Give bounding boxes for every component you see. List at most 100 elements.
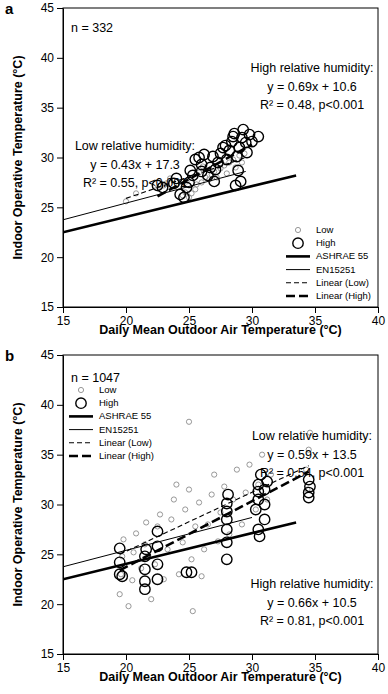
tick-label: 40 xyxy=(372,314,386,328)
tick-label: 15 xyxy=(57,314,71,328)
tick: 40 xyxy=(372,654,386,675)
annotation: High relative humidity: xyxy=(251,577,374,591)
y-axis-title: Indoor Operative Temperature (°C) xyxy=(11,402,25,606)
tick-label: 30 xyxy=(41,151,55,165)
point xyxy=(209,492,214,497)
y-axis: 15202530354045 xyxy=(41,1,64,314)
point xyxy=(165,547,170,552)
panel-label: b xyxy=(5,347,14,364)
point xyxy=(222,554,232,564)
point xyxy=(259,452,264,457)
tick: 20 xyxy=(41,598,63,612)
tick: 15 xyxy=(41,647,63,661)
series-line xyxy=(63,175,296,232)
legend-symbol xyxy=(286,255,310,258)
tick: 15 xyxy=(57,307,71,328)
point xyxy=(140,576,150,586)
tick-mark xyxy=(57,455,63,456)
legend-symbol xyxy=(69,429,93,430)
tick-mark xyxy=(57,405,63,406)
tick-mark xyxy=(57,8,63,9)
panel: 15202530354015202530354045aDaily Mean Ou… xyxy=(5,0,385,337)
point xyxy=(130,578,135,583)
tick: 15 xyxy=(41,300,63,314)
tick: 45 xyxy=(41,1,63,15)
point xyxy=(193,187,198,192)
x-axis-title: Daily Mean Outdoor Air Temperature (°C) xyxy=(99,323,342,337)
tick-mark xyxy=(189,654,190,660)
tick: 40 xyxy=(372,307,386,328)
legend-symbol xyxy=(286,295,310,298)
point xyxy=(224,171,229,176)
tick-mark xyxy=(57,108,63,109)
plot-frame xyxy=(63,8,378,307)
annotation: n = 1047 xyxy=(71,371,120,385)
tick: 25 xyxy=(41,548,63,562)
point xyxy=(152,526,162,536)
tick-mark xyxy=(57,207,63,208)
point xyxy=(152,574,162,584)
legend-symbol xyxy=(69,415,93,418)
tick-mark xyxy=(252,307,253,313)
annotation: y = 0.59x + 13.5 xyxy=(267,448,357,462)
point xyxy=(209,176,219,186)
tick-mark xyxy=(315,654,316,660)
point xyxy=(131,550,136,555)
tick-label: 40 xyxy=(41,398,55,412)
legend-symbol xyxy=(295,227,300,232)
point xyxy=(117,571,127,581)
legend-label: ASHRAE 55 xyxy=(316,250,368,261)
legend-label: Linear (High) xyxy=(99,450,154,461)
point xyxy=(157,512,162,517)
tick: 35 xyxy=(41,101,63,115)
tick-mark xyxy=(57,158,63,159)
tick-label: 15 xyxy=(41,647,55,661)
point xyxy=(222,524,232,534)
legend-label: High xyxy=(99,397,119,408)
series-line xyxy=(120,472,309,571)
data-layer xyxy=(63,124,296,232)
series-line xyxy=(63,517,252,566)
point xyxy=(190,609,195,614)
tick-label: 35 xyxy=(41,101,55,115)
tick-mark xyxy=(57,58,63,59)
point xyxy=(186,487,191,492)
tick-mark xyxy=(57,505,63,506)
point xyxy=(149,597,154,602)
point xyxy=(144,520,149,525)
tick-label: 15 xyxy=(41,300,55,314)
point xyxy=(305,481,315,491)
legend-label: High xyxy=(316,237,336,248)
point xyxy=(212,472,217,477)
point xyxy=(199,574,204,579)
tick: 40 xyxy=(41,398,63,412)
point xyxy=(202,547,207,552)
annotation: n = 332 xyxy=(71,21,113,35)
point xyxy=(180,540,185,545)
point xyxy=(186,419,191,424)
panel-label: a xyxy=(5,0,14,17)
tick-mark xyxy=(57,355,63,356)
axis-line xyxy=(64,654,379,655)
tick: 45 xyxy=(41,348,63,362)
annotation: R² = 0.55, p<0.001 xyxy=(83,176,187,190)
tick-mark xyxy=(189,307,190,313)
tick-mark xyxy=(252,654,253,660)
point xyxy=(186,567,196,577)
plot-frame xyxy=(63,355,378,654)
point xyxy=(133,531,138,536)
point xyxy=(121,537,126,542)
annotation: High relative humidity: xyxy=(251,61,374,75)
tick-mark xyxy=(57,554,63,555)
legend-symbol xyxy=(286,269,310,270)
tick-label: 25 xyxy=(41,201,55,215)
annotation: y = 0.43x + 17.3 xyxy=(90,158,180,172)
tick-mark xyxy=(378,307,379,313)
annotation: y = 0.69x + 10.6 xyxy=(267,80,357,94)
tick: 35 xyxy=(41,448,63,462)
tick-mark xyxy=(57,257,63,258)
axis-line xyxy=(63,356,64,655)
point xyxy=(140,564,150,574)
legend: LowHighASHRAE 55EN15251Linear (Low)Linea… xyxy=(286,224,371,301)
point xyxy=(171,497,176,502)
